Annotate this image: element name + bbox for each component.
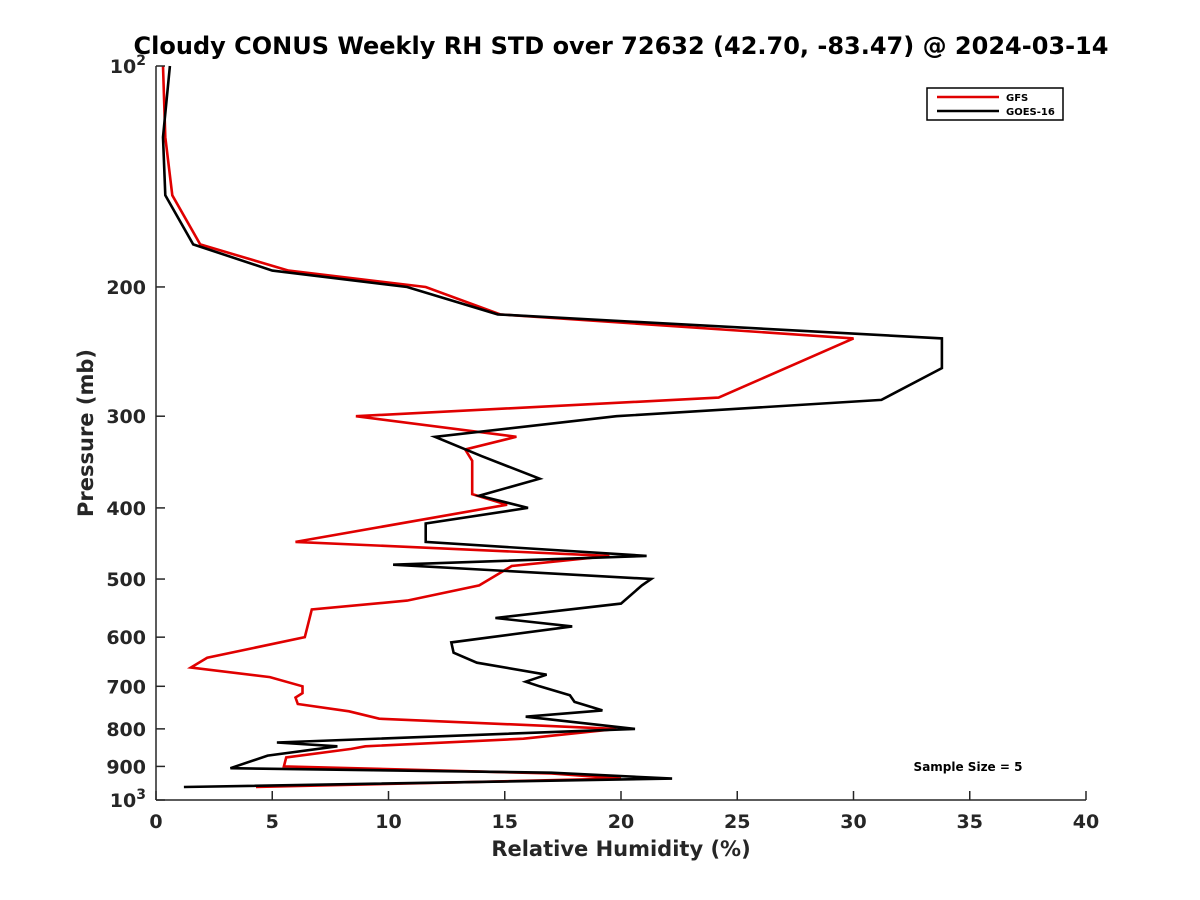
y-tick-label: 500 xyxy=(106,569,146,591)
y-tick-label: 700 xyxy=(106,676,146,698)
x-tick-label: 0 xyxy=(149,811,162,833)
y-tick-label: 400 xyxy=(106,498,146,520)
x-tick-label: 25 xyxy=(724,811,750,833)
y-tick-label: 900 xyxy=(106,756,146,778)
x-tick-label: 10 xyxy=(375,811,401,833)
legend-box xyxy=(926,87,1064,121)
y-tick-label: 300 xyxy=(106,406,146,428)
y-axis-label: Pressure (mb) xyxy=(74,349,98,517)
x-tick-label: 15 xyxy=(492,811,518,833)
y-tick-label: 102 xyxy=(110,53,146,78)
series-layer xyxy=(161,65,944,789)
legend-label-goes16: GOES-16 xyxy=(1006,107,1055,118)
y-tick-label: 600 xyxy=(106,627,146,649)
y-tick-label: 800 xyxy=(106,719,146,741)
y-tick-label: 103 xyxy=(110,787,146,812)
x-tick-label: 30 xyxy=(840,811,866,833)
legend: GFS GOES-16 xyxy=(926,87,1064,121)
x-axis-label: Relative Humidity (%) xyxy=(491,837,750,861)
x-tick-label: 35 xyxy=(957,811,983,833)
y-tick-label: 200 xyxy=(106,277,146,299)
series-line-goes16 xyxy=(161,65,944,789)
x-tick-label: 20 xyxy=(608,811,634,833)
chart-title: Cloudy CONUS Weekly RH STD over 72632 (4… xyxy=(134,32,1109,60)
legend-label-gfs: GFS xyxy=(1006,93,1028,104)
series-line-gfs xyxy=(161,65,855,789)
x-tick-label: 5 xyxy=(266,811,279,833)
y-ticks: 102 200 300 400 500 600 700 800 900 103 xyxy=(106,53,165,812)
x-tick-label: 40 xyxy=(1073,811,1099,833)
plot-area: 0 5 10 15 20 25 30 35 40 102 200 300 400 500 600 700 80… xyxy=(106,53,1099,833)
x-ticks: 0 5 10 15 20 25 30 35 40 xyxy=(149,791,1099,833)
sample-size-annotation: Sample Size = 5 xyxy=(914,760,1023,774)
